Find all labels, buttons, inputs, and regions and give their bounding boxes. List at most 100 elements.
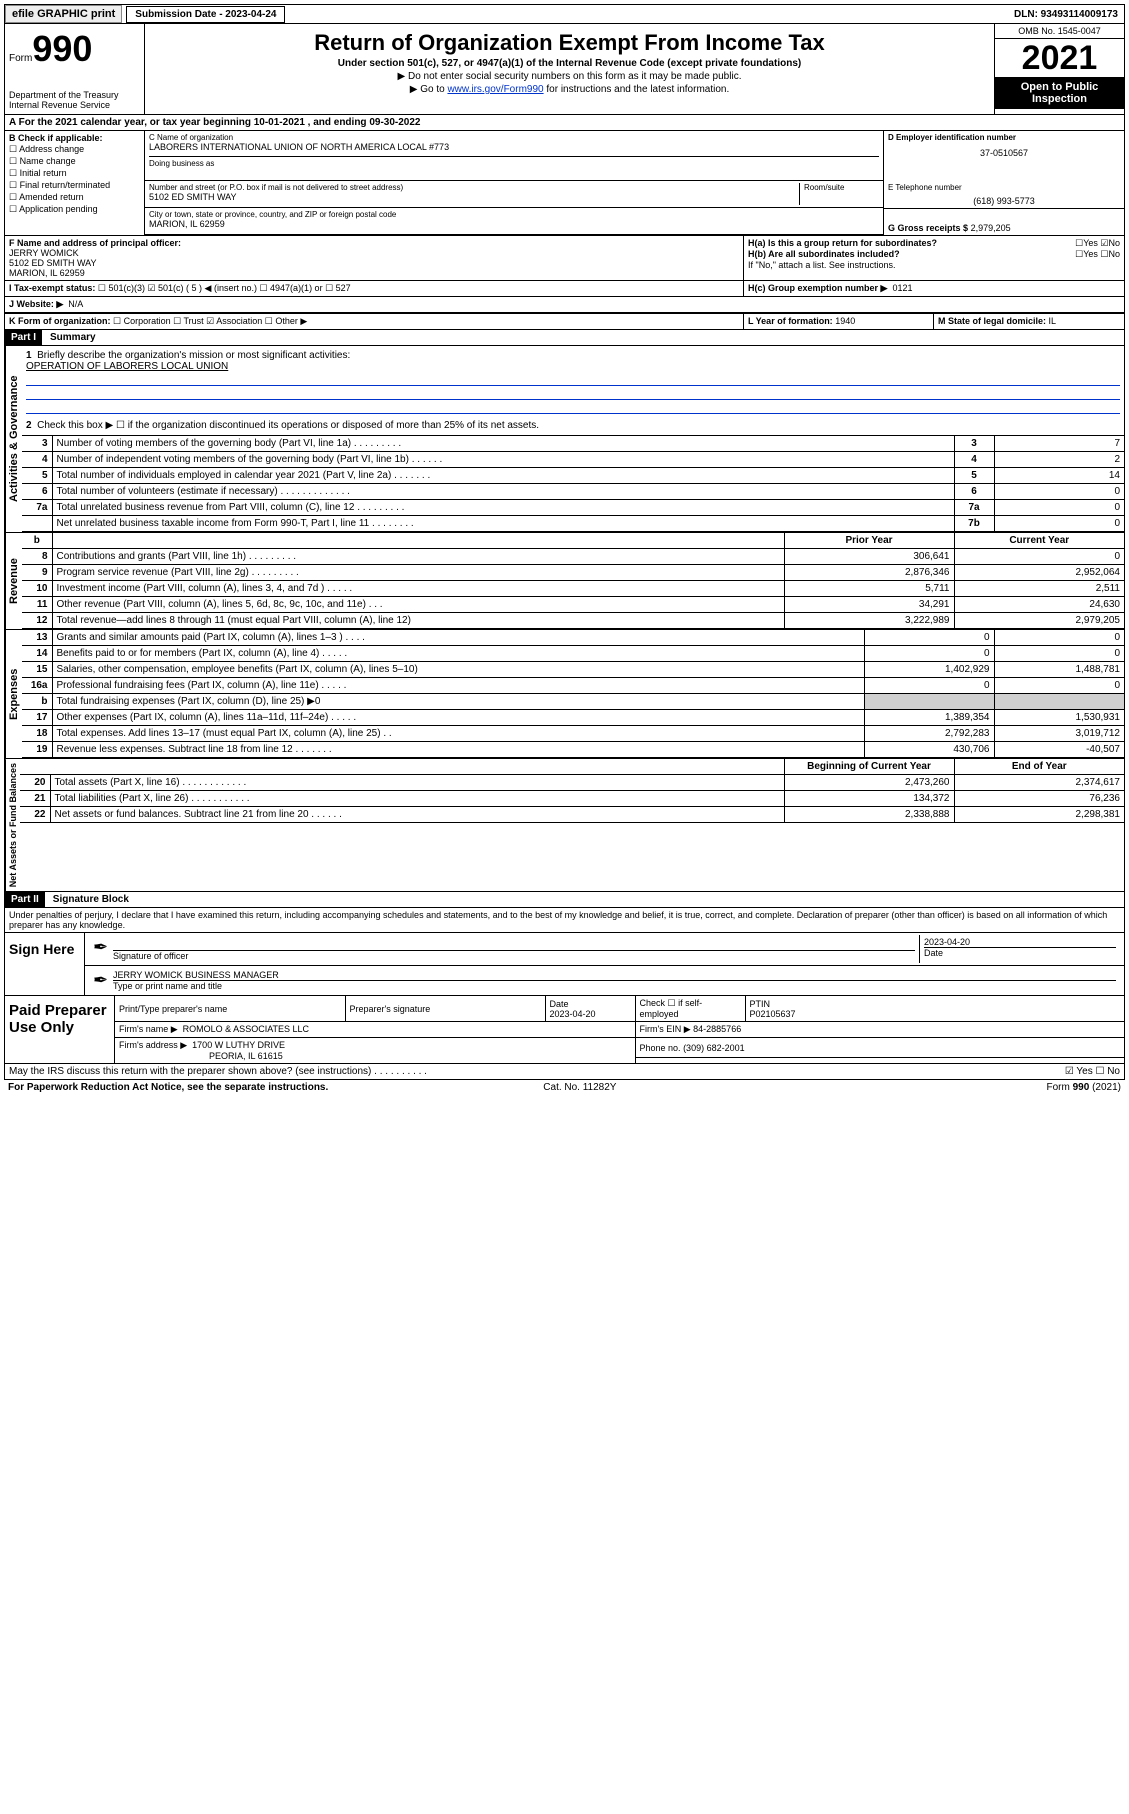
q1-mission: Briefly describe the organization's miss… bbox=[37, 350, 350, 361]
table-row: 5Total number of individuals employed in… bbox=[22, 468, 1124, 484]
irs-label: Internal Revenue Service bbox=[9, 100, 140, 110]
col-b-checkboxes: B Check if applicable: ☐ Address change … bbox=[5, 131, 145, 235]
tax-year: 2021 bbox=[995, 39, 1124, 77]
org-info-block: B Check if applicable: ☐ Address change … bbox=[4, 131, 1125, 236]
table-row: 17Other expenses (Part IX, column (A), l… bbox=[22, 710, 1124, 726]
table-row: bTotal fundraising expenses (Part IX, co… bbox=[22, 694, 1124, 710]
officer-addr2: MARION, IL 62959 bbox=[9, 268, 739, 278]
phone-value: (309) 682-2001 bbox=[683, 1043, 745, 1053]
col-begin: Beginning of Current Year bbox=[784, 759, 954, 775]
officer-printed-name: JERRY WOMICK BUSINESS MANAGER bbox=[113, 970, 1116, 981]
chk-amended[interactable]: ☐ Amended return bbox=[9, 192, 140, 203]
firm-ein-label: Firm's EIN ▶ bbox=[640, 1024, 691, 1034]
preparer-label: Paid Preparer Use Only bbox=[5, 996, 115, 1063]
ein-label: D Employer identification number bbox=[888, 133, 1016, 142]
section-revenue: Revenue bPrior YearCurrent Year 8Contrib… bbox=[4, 533, 1125, 630]
prep-date-label: Date bbox=[550, 999, 569, 1009]
discuss-answer[interactable]: ☑ Yes ☐ No bbox=[1065, 1066, 1120, 1077]
table-row: 22Net assets or fund balances. Subtract … bbox=[20, 807, 1124, 823]
footer-left: For Paperwork Reduction Act Notice, see … bbox=[8, 1082, 328, 1093]
sig-date-label: Date bbox=[924, 948, 1116, 958]
prep-selfemp[interactable]: Check ☐ if self-employed bbox=[640, 998, 703, 1019]
dba-label: Doing business as bbox=[149, 159, 879, 168]
note-ssn: ▶ Do not enter social security numbers o… bbox=[149, 71, 990, 82]
hb-label: H(b) Are all subordinates included? bbox=[748, 249, 900, 259]
website-value: N/A bbox=[68, 299, 83, 309]
chk-name-change[interactable]: ☐ Name change bbox=[9, 156, 140, 167]
officer-name: JERRY WOMICK bbox=[9, 248, 739, 258]
irs-link[interactable]: www.irs.gov/Form990 bbox=[447, 84, 543, 95]
tel-value: (618) 993-5773 bbox=[888, 196, 1120, 206]
submission-date: Submission Date - 2023-04-24 bbox=[126, 6, 285, 23]
expenses-table: 13Grants and similar amounts paid (Part … bbox=[22, 630, 1124, 758]
note-goto: ▶ Go to www.irs.gov/Form990 for instruct… bbox=[149, 84, 990, 95]
chk-address-change[interactable]: ☐ Address change bbox=[9, 144, 140, 155]
form-header: Form990 Department of the Treasury Inter… bbox=[4, 24, 1125, 115]
table-row: 3Number of voting members of the governi… bbox=[22, 436, 1124, 452]
table-row: 7aTotal unrelated business revenue from … bbox=[22, 500, 1124, 516]
firm-name-label: Firm's name ▶ bbox=[119, 1024, 178, 1034]
mission-line bbox=[26, 402, 1120, 414]
year-formation-label: L Year of formation: bbox=[748, 316, 833, 326]
addr-label: Number and street (or P.O. box if mail i… bbox=[149, 183, 799, 192]
part-1-title: Summary bbox=[42, 332, 96, 343]
chk-app-pending[interactable]: ☐ Application pending bbox=[9, 204, 140, 215]
table-row: 16aProfessional fundraising fees (Part I… bbox=[22, 678, 1124, 694]
sig-arrow-icon: ✒ bbox=[89, 968, 109, 993]
efile-print-button[interactable]: efile GRAPHIC print bbox=[5, 5, 122, 23]
tax-exempt-opts[interactable]: ☐ 501(c)(3) ☑ 501(c) ( 5 ) ◀ (insert no.… bbox=[98, 283, 351, 293]
dept-treasury: Department of the Treasury bbox=[9, 90, 140, 100]
hc-value: 0121 bbox=[892, 283, 912, 293]
governance-table: 3Number of voting members of the governi… bbox=[22, 436, 1124, 532]
table-row: 21Total liabilities (Part X, line 26) . … bbox=[20, 791, 1124, 807]
form-subtitle: Under section 501(c), 527, or 4947(a)(1)… bbox=[149, 58, 990, 69]
q2-checkbox[interactable]: Check this box ▶ ☐ if the organization d… bbox=[37, 420, 539, 431]
firm-addr-label: Firm's address ▶ bbox=[119, 1040, 187, 1050]
officer-label: F Name and address of principal officer: bbox=[9, 238, 181, 248]
table-row: 10Investment income (Part VIII, column (… bbox=[22, 581, 1124, 597]
ha-ans[interactable]: ☐Yes ☑No bbox=[1075, 238, 1120, 249]
form-org-opts[interactable]: ☐ Corporation ☐ Trust ☑ Association ☐ Ot… bbox=[113, 316, 307, 326]
ha-label: H(a) Is this a group return for subordin… bbox=[748, 238, 937, 248]
website-label: J Website: ▶ bbox=[9, 299, 63, 309]
gross-value: 2,979,205 bbox=[971, 223, 1011, 233]
hb-note: If "No," attach a list. See instructions… bbox=[748, 260, 1120, 270]
firm-addr2: PEORIA, IL 61615 bbox=[209, 1051, 283, 1061]
discuss-question: May the IRS discuss this return with the… bbox=[9, 1066, 1065, 1077]
tel-label: E Telephone number bbox=[888, 183, 1120, 192]
part-1-header: Part I Summary bbox=[4, 330, 1125, 346]
discuss-row: May the IRS discuss this return with the… bbox=[4, 1064, 1125, 1080]
firm-ein: 84-2885766 bbox=[693, 1024, 741, 1034]
table-row: 13Grants and similar amounts paid (Part … bbox=[22, 630, 1124, 646]
signature-block: Sign Here ✒ Signature of officer 2023-04… bbox=[4, 933, 1125, 996]
chk-initial-return[interactable]: ☐ Initial return bbox=[9, 168, 140, 179]
name-label: C Name of organization bbox=[149, 133, 879, 142]
table-row: 11Other revenue (Part VIII, column (A), … bbox=[22, 597, 1124, 613]
hb-ans[interactable]: ☐Yes ☐No bbox=[1075, 249, 1120, 260]
row-j: J Website: ▶ N/A bbox=[4, 297, 1125, 314]
year-formation: 1940 bbox=[835, 316, 855, 326]
gross-label: G Gross receipts $ bbox=[888, 223, 968, 233]
form-word: Form bbox=[9, 53, 32, 64]
netassets-table: Beginning of Current YearEnd of Year 20T… bbox=[20, 759, 1124, 823]
form-title: Return of Organization Exempt From Incom… bbox=[149, 30, 990, 56]
part-2-tag: Part II bbox=[5, 892, 45, 907]
table-row: 9Program service revenue (Part VIII, lin… bbox=[22, 565, 1124, 581]
vlabel-governance: Activities & Governance bbox=[5, 346, 22, 532]
form-org-label: K Form of organization: bbox=[9, 316, 111, 326]
sig-arrow-icon: ✒ bbox=[89, 935, 109, 963]
chk-final-return[interactable]: ☐ Final return/terminated bbox=[9, 180, 140, 191]
table-row: 15Salaries, other compensation, employee… bbox=[22, 662, 1124, 678]
col-current: Current Year bbox=[954, 533, 1124, 549]
table-row: 12Total revenue—add lines 8 through 11 (… bbox=[22, 613, 1124, 629]
prep-date: 2023-04-20 bbox=[550, 1009, 596, 1019]
vlabel-expenses: Expenses bbox=[5, 630, 22, 758]
sig-date: 2023-04-20 bbox=[924, 937, 1116, 948]
row-i: I Tax-exempt status: ☐ 501(c)(3) ☑ 501(c… bbox=[4, 281, 1125, 297]
dln: DLN: 93493114009173 bbox=[1014, 9, 1124, 20]
room-label: Room/suite bbox=[804, 183, 879, 192]
org-city: MARION, IL 62959 bbox=[149, 219, 879, 229]
footer: For Paperwork Reduction Act Notice, see … bbox=[4, 1080, 1125, 1095]
part-1-tag: Part I bbox=[5, 330, 42, 345]
domicile-label: M State of legal domicile: bbox=[938, 316, 1046, 326]
